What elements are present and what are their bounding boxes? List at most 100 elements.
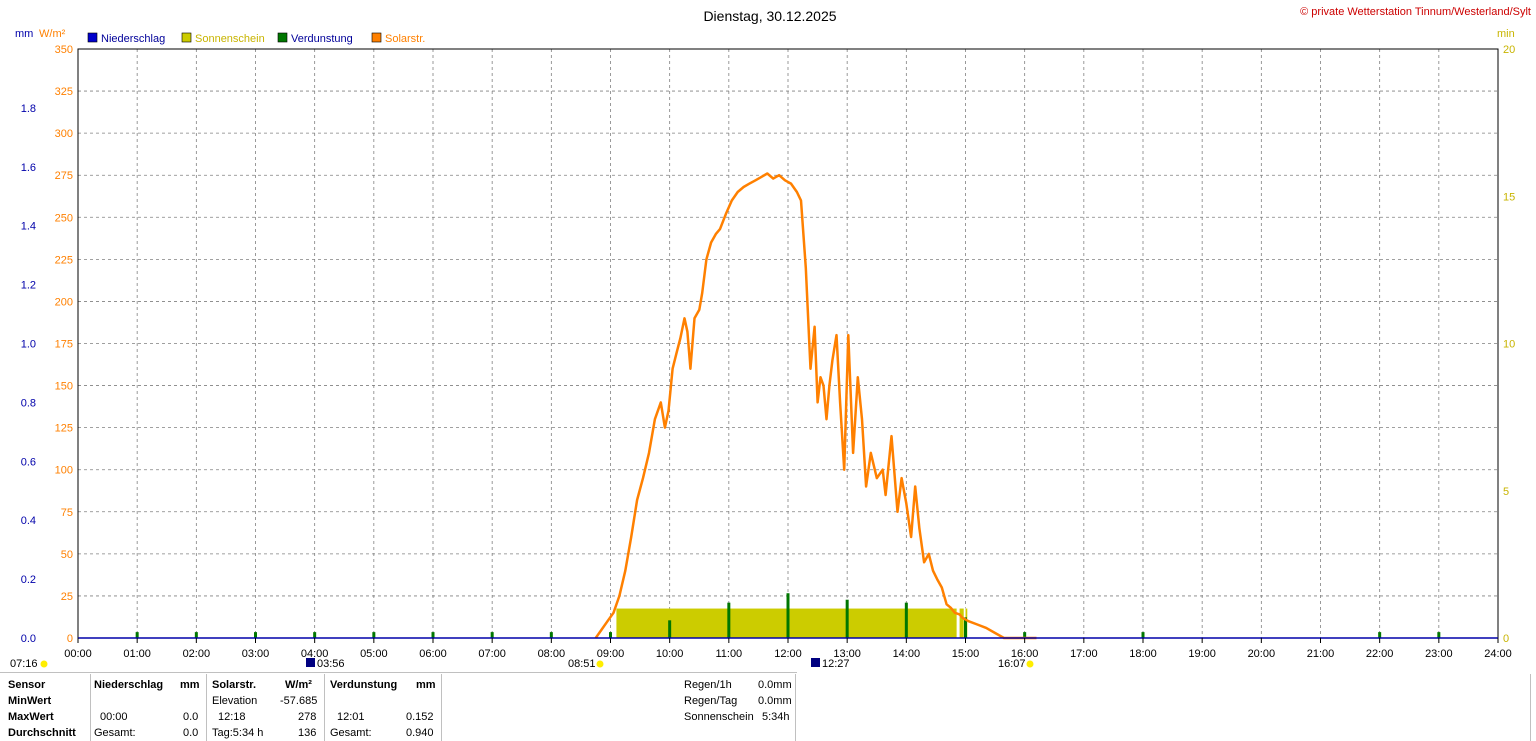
niederschlag-max: 0.0 xyxy=(183,711,199,723)
unit-mm-label: mm xyxy=(15,28,33,40)
chart-title: Dienstag, 30.12.2025 xyxy=(703,8,836,24)
solar-avg: 136 xyxy=(298,727,317,739)
x-tick-label: 07:00 xyxy=(478,648,506,660)
y-mm-tick-label: 0.6 xyxy=(21,456,36,468)
evaporation-tick xyxy=(194,632,198,638)
x-tick-label: 22:00 xyxy=(1366,648,1394,660)
evaporation-tick xyxy=(609,632,612,638)
evaporation-tick xyxy=(1023,632,1027,638)
y-min-tick-label: 15 xyxy=(1503,191,1515,203)
sun-icon xyxy=(40,660,48,668)
table-divider xyxy=(90,674,91,741)
sunrise-time: 08:51 xyxy=(568,658,596,670)
y-min-tick-label: 5 xyxy=(1503,486,1509,498)
solar-header: Solarstr. xyxy=(212,679,257,691)
legend-label: Sonnenschein xyxy=(195,33,265,45)
solar-elevation-label: Elevation xyxy=(212,695,258,707)
evaporation-tick xyxy=(490,632,494,638)
sunshine-bar-gap xyxy=(956,607,960,638)
table-top-rule xyxy=(0,672,797,673)
evaporation-tick xyxy=(727,602,731,638)
y-mm-tick-label: 1.6 xyxy=(21,162,36,174)
y-solar-tick-label: 325 xyxy=(55,86,73,98)
y-min-tick-label: 20 xyxy=(1503,44,1515,56)
y-solar-tick-label: 25 xyxy=(61,591,73,603)
x-tick-label: 00:00 xyxy=(64,648,92,660)
x-tick-label: 04:00 xyxy=(301,648,329,660)
evaporation-tick xyxy=(904,602,908,638)
x-tick-label: 01:00 xyxy=(123,648,151,660)
evaporation-tick xyxy=(372,632,376,638)
solar-day-label: Tag:5:34 h xyxy=(212,727,264,739)
verdunstung-max-time: 12:01 xyxy=(337,711,365,723)
extra-label-regen-1h: Regen/1h xyxy=(684,679,732,691)
evaporation-tick xyxy=(845,599,849,638)
x-tick-label: 11:00 xyxy=(715,648,742,660)
y-solar-tick-label: 0 xyxy=(67,633,73,645)
y-mm-tick-label: 0.4 xyxy=(21,515,36,527)
table-divider xyxy=(441,674,442,741)
evaporation-tick xyxy=(964,617,967,638)
y-mm-tick-label: 1.2 xyxy=(21,280,36,292)
y-solar-tick-label: 275 xyxy=(55,170,73,182)
extra-value-regen-tag: 0.0mm xyxy=(758,695,792,707)
x-tick-label: 06:00 xyxy=(419,648,447,660)
moonset-time: 12:27 xyxy=(822,658,850,670)
y-min-tick-label: 0 xyxy=(1503,633,1509,645)
stats-table: Sensor MinWert MaxWert Durchschnitt Nied… xyxy=(0,674,1536,741)
bottom-markers: 07:16 03:56 08:51 12:27 16:07 xyxy=(10,658,1034,670)
evaporation-tick xyxy=(549,632,553,638)
verdunstung-total-label: Gesamt: xyxy=(330,727,372,739)
unit-wm2-label: W/m² xyxy=(39,28,66,40)
sunshine-bars xyxy=(616,607,968,638)
y-solar-tick-label: 125 xyxy=(55,423,73,435)
copyright-text: © private Wetterstation Tinnum/Westerlan… xyxy=(1300,6,1531,18)
x-tick-label: 16:00 xyxy=(1011,648,1039,660)
evaporation-ticks xyxy=(135,593,1441,638)
legend-label: Verdunstung xyxy=(291,33,353,45)
verdunstung-header: Verdunstung xyxy=(330,679,398,691)
evaporation-tick xyxy=(786,593,790,638)
sun-icon xyxy=(1026,660,1034,668)
legend-swatch xyxy=(277,32,288,43)
y-solar-tick-label: 100 xyxy=(55,465,73,477)
y-solar-tick-label: 250 xyxy=(55,212,73,224)
y-solar-tick-label: 300 xyxy=(55,128,73,140)
x-tick-label: 02:00 xyxy=(183,648,211,660)
verdunstung-max: 0.152 xyxy=(406,711,434,723)
evaporation-tick xyxy=(1141,632,1145,638)
legend-swatch xyxy=(181,32,192,43)
x-tick-label: 12:00 xyxy=(774,648,802,660)
solar-series-line xyxy=(594,172,1037,640)
x-tick-label: 03:00 xyxy=(242,648,270,660)
y-mm-tick-label: 1.8 xyxy=(21,103,36,115)
extra-label-sonnenschein: Sonnenschein xyxy=(684,711,754,723)
y-solar-tick-label: 225 xyxy=(55,254,73,266)
y-solar-tick-label: 200 xyxy=(55,296,73,308)
sun-icon xyxy=(596,660,604,668)
extra-value-sonnenschein: 5:34h xyxy=(762,711,790,723)
sunshine-bar xyxy=(616,608,968,638)
niederschlag-total-label: Gesamt: xyxy=(94,727,136,739)
legend-swatch xyxy=(371,32,382,43)
solar-unit: W/m² xyxy=(285,679,312,691)
evaporation-tick xyxy=(135,632,139,638)
y-solar-tick-label: 350 xyxy=(55,44,73,56)
solar-max-time: 12:18 xyxy=(218,711,246,723)
grid xyxy=(78,48,1498,638)
y-mm-tick-label: 1.0 xyxy=(21,339,36,351)
y-solar-tick-label: 75 xyxy=(61,507,73,519)
moon-icon xyxy=(811,658,820,667)
y-min-tick-label: 10 xyxy=(1503,339,1515,351)
x-tick-label: 14:00 xyxy=(893,648,921,660)
verdunstung-unit: mm xyxy=(416,679,436,691)
y-mm-tick-label: 0.0 xyxy=(21,633,36,645)
evaporation-tick xyxy=(1378,632,1382,638)
y-solar-tick-label: 175 xyxy=(55,339,73,351)
niederschlag-max-time: 00:00 xyxy=(100,711,128,723)
niederschlag-unit: mm xyxy=(180,679,200,691)
evaporation-tick xyxy=(313,632,317,638)
evaporation-tick xyxy=(668,620,672,638)
solar-max: 278 xyxy=(298,711,317,723)
